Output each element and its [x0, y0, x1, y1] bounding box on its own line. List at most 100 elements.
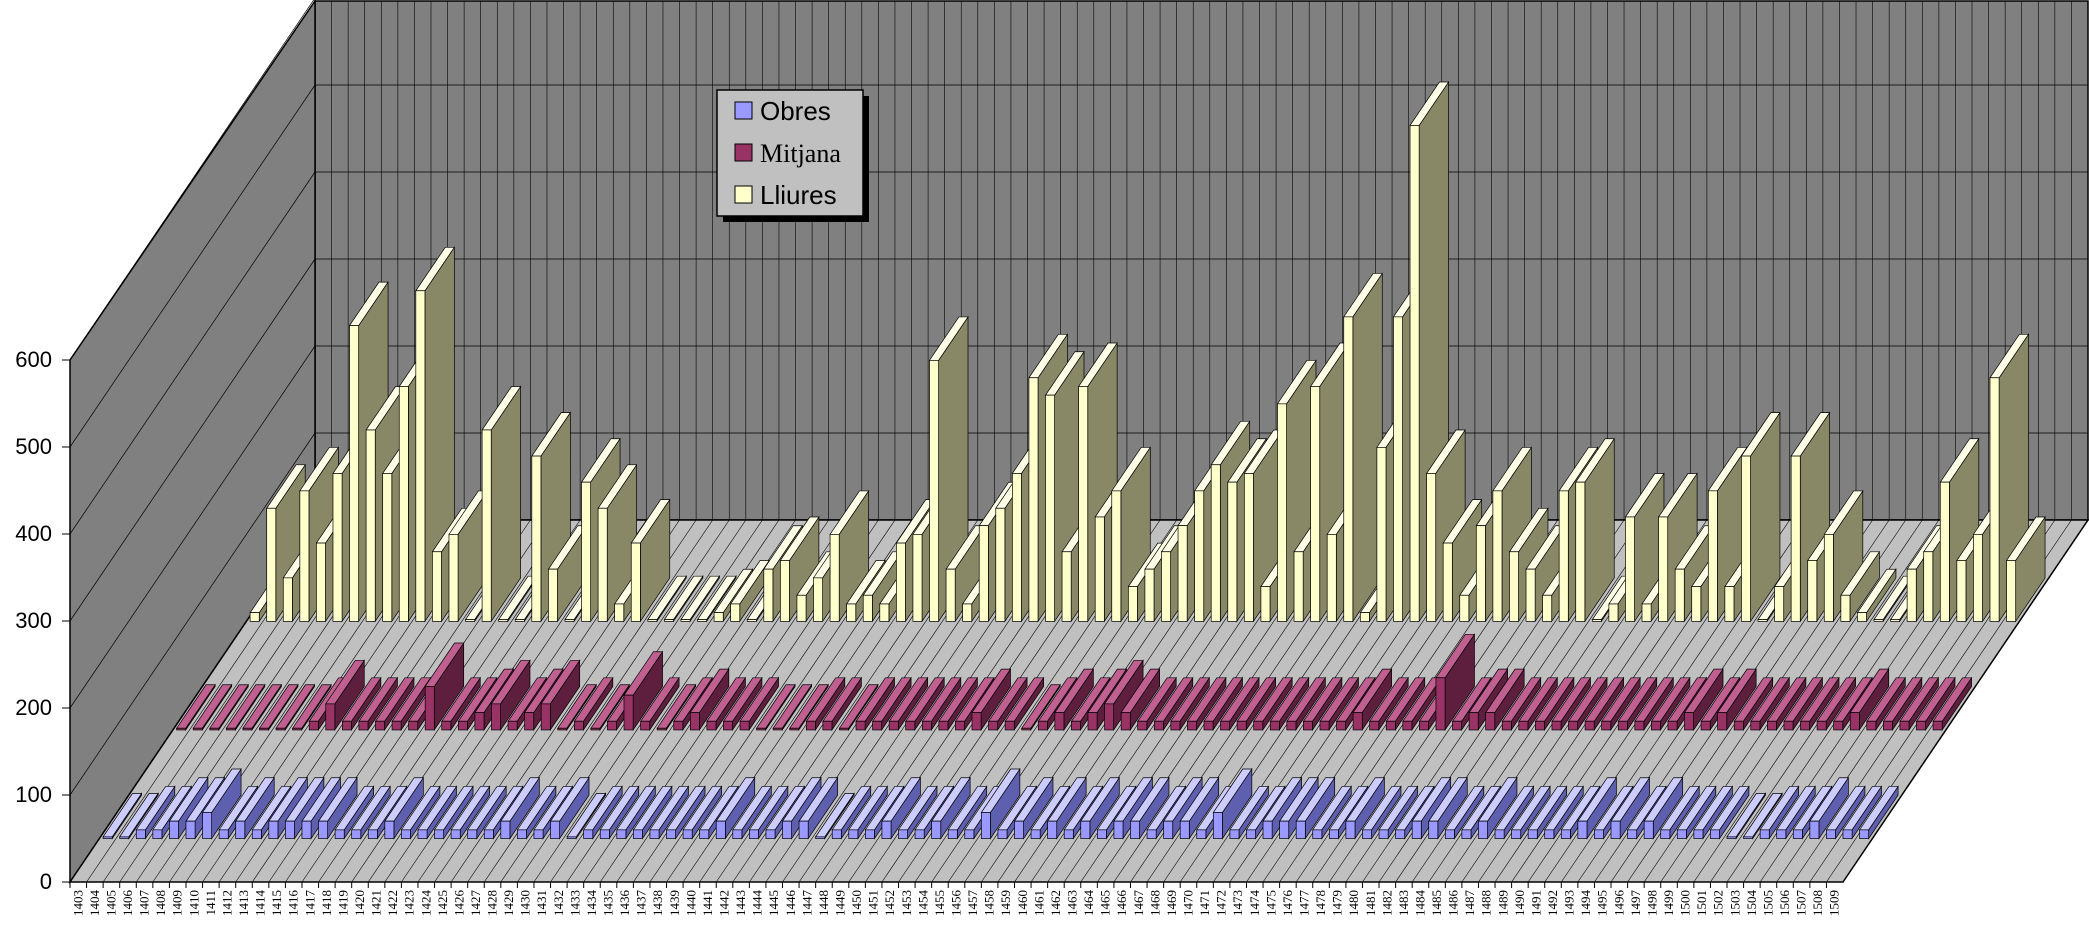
y-tick-label: 400 [15, 521, 52, 546]
bar-obres [351, 785, 391, 840]
bar-mitjana [358, 676, 399, 732]
bar-mitjana [772, 683, 813, 732]
bar-mitjana [325, 659, 365, 732]
bar-mitjana [1899, 676, 1940, 732]
x-tick-label: 1433 [567, 890, 582, 916]
bar-mitjana [1534, 676, 1575, 732]
x-tick-label: 1498 [1644, 890, 1659, 916]
x-tick-label: 1440 [683, 890, 698, 916]
bar-mitjana [938, 676, 979, 732]
bar-mitjana [1733, 676, 1774, 732]
bar-obres [1776, 785, 1816, 840]
bar-obres [1477, 776, 1518, 840]
x-tick-label: 1430 [518, 890, 533, 916]
bar-obres [1080, 776, 1120, 840]
bar-mitjana [1683, 667, 1724, 732]
y-tick-label: 100 [15, 782, 52, 807]
x-tick-label: 1501 [1694, 890, 1709, 916]
x-tick-label: 1493 [1562, 890, 1577, 916]
bar-lliures [448, 489, 489, 623]
bar-mitjana [805, 676, 846, 732]
x-tick-label: 1415 [269, 890, 284, 916]
bar-mitjana [1816, 676, 1857, 732]
bar-mitjana [1021, 683, 1061, 732]
bar-lliures [1856, 568, 1897, 623]
bar-obres [1494, 785, 1535, 840]
x-tick-label: 1420 [352, 890, 367, 916]
x-tick-label: 1458 [982, 890, 997, 916]
bar-obres [848, 785, 888, 840]
bar-mitjana [689, 667, 730, 732]
x-tick-label: 1442 [717, 890, 732, 916]
x-tick-label: 1403 [70, 890, 85, 916]
legend-label-mitjana: Mitjana [760, 139, 841, 168]
x-tick-label: 1437 [634, 890, 649, 917]
bar-lliures [498, 575, 538, 623]
x-tick-label: 1470 [1180, 890, 1195, 916]
bar-mitjana [1219, 676, 1260, 732]
x-tick-label: 1500 [1678, 890, 1693, 916]
x-tick-label: 1485 [1429, 890, 1444, 916]
x-tick-label: 1450 [849, 890, 864, 916]
bar-obres [748, 785, 789, 840]
x-tick-label: 1456 [949, 890, 964, 917]
bar-obres [467, 785, 507, 840]
x-tick-label: 1478 [1313, 890, 1328, 916]
bar-obres [1676, 785, 1717, 840]
bar-mitjana [1650, 676, 1691, 732]
x-tick-label: 1472 [1214, 890, 1229, 916]
legend-label-obres: Obres [760, 96, 831, 126]
left-wall-hgrid [69, 345, 316, 709]
x-tick-label: 1454 [915, 890, 930, 917]
bar-lliures [1740, 411, 1781, 623]
bar-obres [516, 785, 557, 840]
bar-mitjana [1369, 676, 1409, 732]
bar-mitjana [1501, 676, 1542, 732]
bar-obres [235, 776, 275, 840]
x-tick-label: 1502 [1711, 890, 1726, 916]
bar-mitjana [1435, 633, 1476, 732]
bar-mitjana [987, 676, 1028, 732]
bar-mitjana [175, 683, 216, 732]
x-tick-label: 1494 [1578, 890, 1593, 917]
bar-lliures [1840, 550, 1881, 623]
x-tick-label: 1483 [1396, 890, 1411, 916]
bar-mitjana [1186, 676, 1227, 732]
bar-mitjana [1485, 667, 1525, 732]
bar-obres [1295, 776, 1336, 840]
floor-grid [1842, 519, 2089, 883]
bar-mitjana [391, 676, 432, 732]
bar-mitjana [822, 676, 863, 732]
bar-obres [980, 767, 1021, 840]
left-wall-hgrid [69, 0, 315, 361]
bar-obres [384, 776, 424, 840]
x-tick-label: 1445 [766, 890, 781, 916]
bar-mitjana [739, 676, 780, 732]
bar-mitjana [1932, 676, 1973, 732]
bar-mitjana [258, 683, 299, 732]
x-tick-label: 1421 [369, 890, 384, 916]
bar-obres [1527, 785, 1568, 840]
bar-obres [1013, 776, 1054, 840]
left-wall-hgrid [69, 84, 316, 448]
bar-mitjana [1120, 667, 1161, 732]
bar-lliures [647, 575, 687, 623]
bar-obres [201, 767, 242, 840]
x-tick-label: 1495 [1595, 890, 1610, 916]
x-tick-label: 1412 [219, 890, 234, 916]
y-tick-label: 0 [40, 869, 52, 894]
x-tick-label: 1505 [1760, 890, 1775, 916]
bar-lliures [730, 559, 770, 623]
bar-obres [897, 785, 938, 840]
x-tick-label: 1409 [170, 890, 185, 916]
bar-obres [334, 785, 375, 840]
x-tick-label: 1411 [203, 890, 218, 916]
bar-obres [1825, 785, 1866, 840]
x-tick-label: 1482 [1379, 890, 1394, 916]
bar-obres [798, 776, 839, 840]
bar-obres [135, 785, 176, 840]
x-tick-label: 1503 [1727, 890, 1742, 916]
bar-mitjana [623, 650, 664, 732]
bar-mitjana [1203, 676, 1244, 732]
x-tick-label: 1447 [799, 890, 814, 917]
